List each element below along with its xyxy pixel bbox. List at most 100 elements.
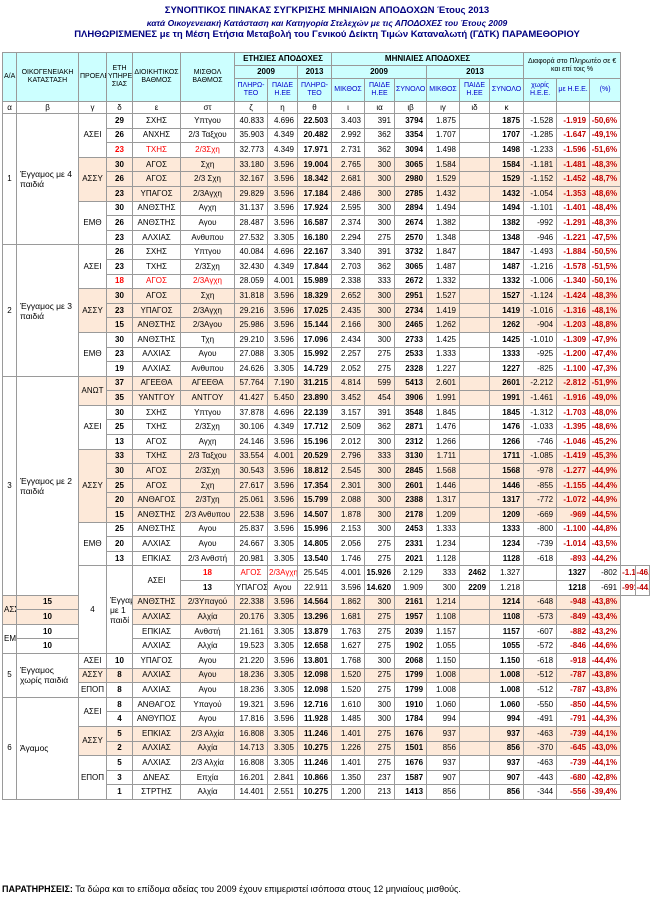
source-cell: ΑΣΕΙ	[132, 565, 181, 596]
data-cell: -1.291	[556, 215, 591, 231]
data-cell: -1.006	[523, 273, 558, 290]
salary-rank: Αγχη	[180, 434, 235, 450]
source-cell: ΑΣΕΙ	[78, 696, 107, 727]
source-cell: ΕΜΘ	[78, 331, 107, 377]
column-letter: η	[267, 101, 298, 114]
data-cell: 2.486	[331, 185, 366, 202]
admin-rank: ΑΓΟΣ	[132, 156, 181, 173]
salary-rank: 2/3Αγου	[180, 317, 235, 333]
data-cell: 22.503	[296, 113, 333, 129]
data-cell: -904	[523, 317, 558, 333]
data-cell: 362	[364, 142, 396, 158]
data-cell: 300	[364, 521, 396, 538]
data-cell: -1.461	[523, 390, 558, 406]
years-of-service: 5	[106, 755, 133, 771]
table-row: ΑΣΣΥ 5 ΕΠΚΙΑΣ 2/3 Αλχία 16.808 3.305 11.246 1.4…	[3, 725, 650, 757]
notes-text: Τα δώρα και το επίδομα αδείας του 2009 έ…	[75, 884, 461, 894]
years-of-service: 26	[106, 215, 133, 231]
data-cell: -1.528	[523, 113, 558, 129]
data-cell: 391	[364, 244, 396, 260]
data-cell	[459, 156, 491, 173]
data-cell: 2.703	[331, 258, 366, 275]
admin-rank: ΔΝΕΑΣ	[132, 769, 181, 786]
data-cell: -1.424	[556, 288, 591, 304]
years-of-service: 4	[106, 711, 133, 727]
table-row: ΑΣΣΥ 8 ΑΛΧΙΑΣ Αγου 18.236 3.305 12.098 1.520 275…	[3, 667, 650, 684]
data-cell: 15.196	[296, 434, 333, 450]
table-row: 1 ΣΤΡΤΗΣ Αλχία 14.401 2.551 10.275 1.200 213 141…	[3, 784, 650, 800]
data-cell: 32.167	[234, 171, 268, 187]
source-cell: ΑΣΕΙ	[78, 404, 107, 450]
data-cell: -1.221	[556, 229, 591, 246]
data-cell: 275	[364, 682, 396, 698]
data-cell: -45,2%	[589, 434, 622, 450]
data-cell: -48,7%	[589, 171, 622, 187]
data-cell: 1.332	[426, 273, 461, 290]
data-cell: 2601	[394, 477, 428, 494]
data-cell: 2980	[394, 171, 428, 187]
data-cell: 362	[364, 419, 396, 436]
data-cell: 2.595	[331, 200, 366, 217]
data-cell: 1266	[489, 434, 525, 450]
data-cell: -1.419	[556, 448, 591, 465]
admin-rank: ΑΝΘΣΤΗΣ	[132, 200, 181, 217]
data-cell: 1910	[394, 696, 428, 713]
data-cell: 3.305	[267, 346, 298, 363]
salary-rank: Αγου	[180, 215, 235, 231]
data-cell: 2871	[394, 419, 428, 436]
data-cell: 1.060	[489, 696, 525, 713]
data-cell: -44,1%	[589, 725, 622, 742]
data-cell: 23.890	[296, 390, 333, 406]
admin-rank: ΕΠΚΙΑΣ	[132, 725, 181, 742]
data-cell: -42,8%	[589, 769, 622, 786]
data-cell	[459, 507, 491, 523]
data-cell: -1.155	[556, 477, 591, 494]
data-cell: 15.992	[296, 346, 333, 363]
table-row: 35 ΥΑΝΤΓΟΥ ΑΝΤΓΟΥ 41.427 5.450 23.890 3.452 454…	[3, 390, 650, 406]
data-cell: 17.712	[296, 419, 333, 436]
admin-rank: ΤΧΗΣ	[132, 448, 181, 465]
data-cell: 1.150	[489, 652, 525, 669]
years-of-service: 23	[106, 302, 133, 319]
data-cell: 2.374	[331, 215, 366, 231]
admin-rank: ΤΧΗΣ	[132, 419, 181, 436]
table-row: ΕΠΟΠ 5 ΑΛΧΙΑΣ 2/3 Αλχία 16.808 3.305 11.246 1.4…	[3, 755, 650, 800]
data-cell: -43,2%	[589, 623, 622, 640]
data-cell: 1476	[489, 419, 525, 436]
data-cell: 599	[364, 375, 396, 392]
years-of-service: 8	[106, 667, 133, 684]
header-monthly-2013: 2013	[426, 65, 525, 79]
header-paid-m-2013: ΠΑΙΔΕ Η.ΕΕ	[459, 78, 491, 102]
data-cell: 1875	[489, 113, 525, 129]
table-row: 30 ΑΓΟΣ 2/3Σχη 30.543 3.596 18.812 2.545 300 284…	[3, 463, 650, 479]
salary-rank: Τχη	[180, 331, 235, 348]
data-cell: 275	[364, 609, 396, 625]
data-cell: -443	[523, 769, 558, 786]
data-cell: 3.596	[267, 463, 298, 479]
data-cell: -1.100	[556, 361, 591, 377]
column-letter: β	[16, 101, 79, 114]
data-cell: 3548	[394, 404, 428, 421]
data-cell: -48,4%	[589, 200, 622, 217]
data-cell: 32.773	[234, 142, 268, 158]
admin-rank: ΑΛΧΙΑΣ	[132, 682, 181, 698]
data-cell: 3.596	[267, 331, 298, 348]
data-cell: -512	[523, 682, 558, 698]
years-of-service: 25	[106, 477, 133, 494]
group-number: 5	[2, 652, 17, 698]
data-cell: 275	[364, 725, 396, 742]
years-of-service: 10	[16, 609, 79, 625]
years-of-service: 33	[106, 448, 133, 465]
source-cell: ΑΣΕΙ	[78, 244, 107, 290]
data-cell: 1.060	[426, 696, 461, 713]
data-cell: 1.446	[426, 477, 461, 494]
data-cell: 2894	[394, 200, 428, 217]
data-cell	[459, 390, 491, 406]
data-cell: 3.596	[267, 521, 298, 538]
data-cell	[459, 638, 491, 654]
table-row: 3 ΔΝΕΑΣ Επχία 16.201 2.841 10.866 1.350 237 1587…	[3, 769, 650, 786]
data-cell: 3906	[394, 390, 428, 406]
data-cell: -550	[523, 696, 558, 713]
years-of-service: 30	[106, 288, 133, 304]
data-cell: 3.596	[267, 215, 298, 231]
